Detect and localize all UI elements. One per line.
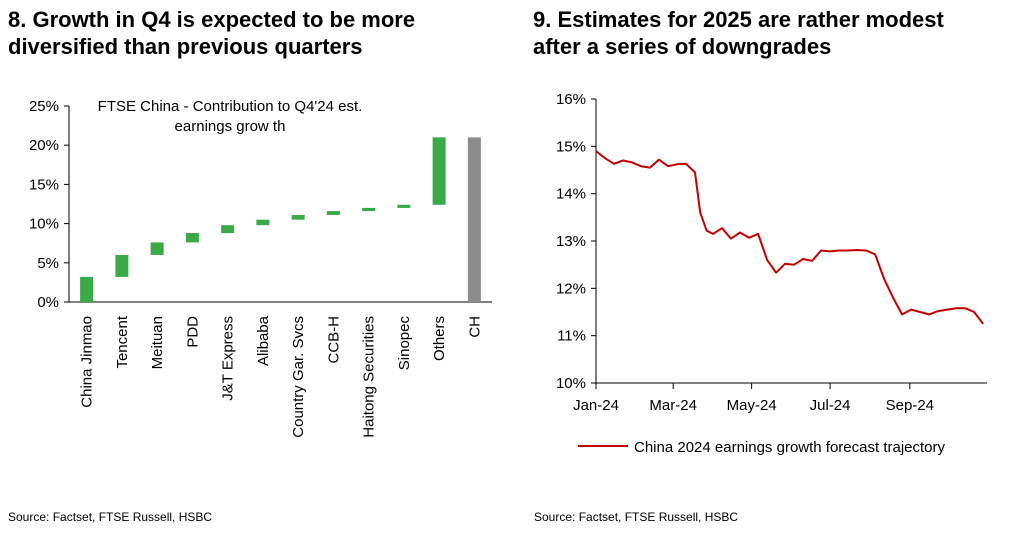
left-x-tick-label: China Jinmao — [79, 316, 96, 408]
right-y-tick-label: 11% — [557, 328, 586, 345]
right-x-tick-label: Sep-24 — [886, 397, 934, 414]
left-y-tick-label: 25% — [29, 98, 59, 115]
left-y-tick-label: 5% — [37, 255, 59, 272]
waterfall-bar — [467, 137, 481, 302]
left-x-tick-label: Others — [431, 316, 448, 361]
left-x-tick-label: PDD — [184, 316, 201, 348]
right-chart-title: 9. Estimates for 2025 are rather modest … — [533, 7, 944, 59]
right-y-tick-label: 15% — [556, 138, 586, 155]
left-x-tick-label: Haitong Securities — [361, 316, 378, 438]
earnings-forecast-line-chart: 10% 11% 12% 13% 14% 15% 16% Jan-24 Mar-24 May-24 J… — [556, 91, 987, 456]
left-x-tick-label: Sinopec — [396, 316, 413, 371]
left-chart-annotation: FTSE China - Contribution to Q4'24 est. — [98, 98, 363, 115]
waterfall-bar — [432, 137, 446, 205]
left-x-tick-label: J&T Express — [220, 316, 237, 401]
waterfall-bar — [221, 225, 235, 234]
right-y-tick-label: 13% — [556, 233, 586, 250]
waterfall-bar — [256, 219, 270, 226]
right-y-tick-label: 16% — [556, 91, 586, 108]
left-x-tick-label: Country Gar. Svcs — [290, 316, 307, 438]
left-x-tick-label: CCB-H — [325, 316, 342, 364]
waterfall-bar — [397, 204, 411, 208]
waterfall-bar — [291, 214, 305, 220]
legend-label: China 2024 earnings growth forecast traj… — [634, 439, 946, 456]
left-x-tick-label: Tencent — [114, 315, 131, 368]
right-x-tick-label: Jan-24 — [573, 397, 619, 414]
left-y-tick-label: 20% — [29, 137, 59, 154]
waterfall-bar — [185, 233, 199, 243]
right-x-tick-label: Mar-24 — [649, 397, 697, 414]
waterfall-bar — [80, 276, 94, 302]
waterfall-bar — [150, 242, 164, 255]
contribution-waterfall-chart: 0% 5% 10% 15% 20% 25% China Jinmao Tencent Meitu… — [29, 98, 492, 438]
right-y-tick-label: 10% — [556, 375, 586, 392]
forecast-trajectory-line — [595, 150, 984, 325]
right-x-tick-label: Jul-24 — [810, 397, 851, 414]
right-x-tick-label: May-24 — [727, 397, 777, 414]
left-chart-title: 8. Growth in Q4 is expected to be more d… — [8, 7, 416, 59]
left-x-tick-label: Meituan — [149, 316, 166, 369]
waterfall-bar — [326, 211, 340, 215]
left-source-note: Source: Factset, FTSE Russell, HSBC — [8, 510, 213, 524]
left-chart-annotation: earnings grow th — [175, 118, 286, 135]
left-y-tick-label: 0% — [37, 294, 59, 311]
waterfall-bar — [362, 207, 376, 212]
left-x-tick-label: Alibaba — [255, 315, 272, 366]
left-x-tick-label: CH — [466, 316, 483, 338]
left-y-tick-label: 15% — [29, 176, 59, 193]
right-y-tick-label: 12% — [556, 280, 586, 297]
right-source-note: Source: Factset, FTSE Russell, HSBC — [534, 510, 739, 524]
right-y-tick-label: 14% — [556, 186, 586, 203]
left-y-tick-label: 10% — [29, 216, 59, 233]
waterfall-bar — [115, 254, 129, 277]
